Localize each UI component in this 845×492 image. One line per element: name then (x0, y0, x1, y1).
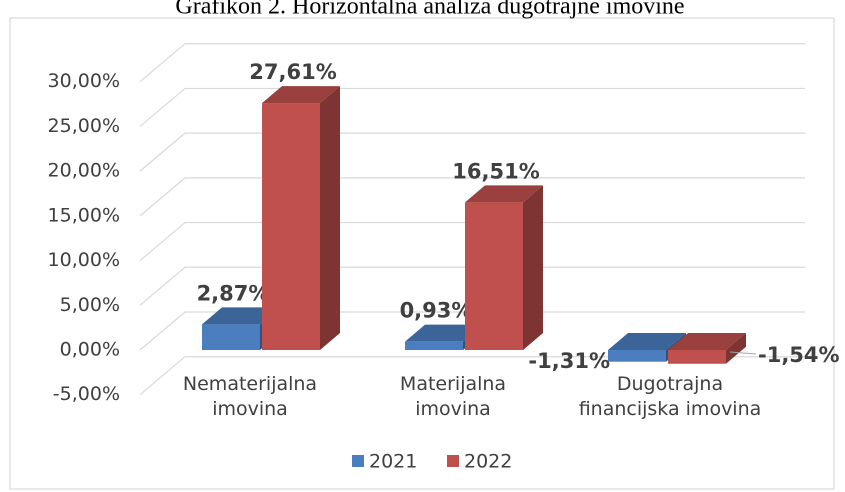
data-label: 27,61% (249, 60, 336, 84)
bar-front (465, 202, 523, 350)
bar-front (608, 350, 666, 362)
x-tick-label: Nematerijalna imovina (183, 373, 317, 420)
chart-border (9, 17, 835, 490)
bar (465, 185, 543, 350)
bar-front (405, 341, 463, 350)
bar-top (405, 324, 483, 342)
grid-line (139, 221, 805, 262)
grid-line (139, 177, 805, 217)
legend-swatch (352, 455, 364, 467)
y-tick-label: 30,00% (48, 70, 120, 92)
bar-top (668, 333, 746, 350)
grid-line (139, 43, 805, 83)
bar-top (608, 333, 686, 350)
grid-line (139, 132, 805, 172)
legend-swatch (447, 455, 459, 467)
y-tick-label: 5,00% (60, 294, 120, 316)
grid-line (139, 356, 805, 396)
legend-label: 2022 (464, 451, 512, 473)
bar-top (465, 185, 543, 203)
data-label: 0,93% (400, 299, 473, 323)
data-label: -1,54% (758, 343, 840, 367)
y-tick-label: 15,00% (48, 204, 120, 226)
grid-line (139, 311, 805, 351)
bar-front (668, 350, 726, 364)
y-tick-label: 0,00% (60, 339, 120, 361)
leader-line (729, 351, 757, 355)
y-tick-label: 10,00% (48, 249, 120, 271)
bar-side (320, 86, 340, 351)
data-label: -1,31% (528, 349, 610, 373)
chart-title: Grafikon 2. Horizontalna analiza dugotra… (175, 0, 684, 20)
y-tick-label: -5,00% (53, 383, 120, 405)
y-tick-label: 20,00% (48, 160, 120, 182)
data-label: 2,87% (197, 281, 270, 305)
bar-top (202, 307, 280, 325)
bar (668, 333, 746, 364)
bar-front (262, 103, 320, 351)
bar (262, 86, 340, 351)
bar-side (726, 333, 746, 364)
legend-label: 2021 (369, 451, 417, 473)
grid-line (139, 266, 805, 306)
bar-top (262, 86, 340, 104)
x-tick-label: Materijalna imovina (400, 373, 506, 420)
bar-side (523, 185, 543, 350)
data-label: 16,51% (452, 159, 539, 183)
x-tick-label: Dugotrajna financijska imovina (579, 373, 762, 420)
grid-line (139, 87, 805, 127)
bar-front (202, 324, 260, 350)
y-tick-label: 25,00% (48, 115, 120, 137)
